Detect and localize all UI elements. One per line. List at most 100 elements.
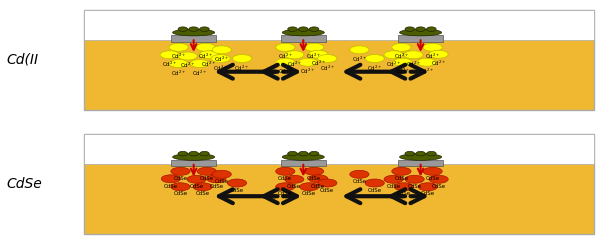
Text: Cd$^{2+}$: Cd$^{2+}$ (214, 55, 229, 64)
Text: Cd$^{2+}$: Cd$^{2+}$ (162, 60, 178, 69)
Circle shape (171, 183, 190, 191)
Ellipse shape (173, 29, 215, 36)
Ellipse shape (310, 151, 319, 156)
Bar (281, 160, 326, 166)
Circle shape (392, 167, 411, 175)
Text: Cd$^{2+}$: Cd$^{2+}$ (307, 52, 322, 61)
Bar (84, 134, 594, 234)
Text: Cd$^{2+}$: Cd$^{2+}$ (198, 52, 214, 61)
Text: CdSe: CdSe (173, 176, 188, 181)
Text: Cd$^{2+}$: Cd$^{2+}$ (395, 67, 410, 76)
Text: CdSe: CdSe (215, 179, 229, 184)
Ellipse shape (288, 151, 298, 156)
Circle shape (417, 58, 436, 66)
Ellipse shape (282, 154, 325, 160)
Text: Cd$^{2+}$: Cd$^{2+}$ (311, 59, 326, 68)
Ellipse shape (299, 27, 308, 31)
Circle shape (365, 179, 385, 187)
Text: Cd$^{2+}$: Cd$^{2+}$ (425, 52, 440, 61)
Text: CdSe: CdSe (421, 191, 435, 196)
Bar (281, 35, 326, 42)
Circle shape (169, 43, 188, 51)
Text: CdSe: CdSe (425, 176, 440, 181)
Circle shape (365, 55, 385, 62)
Circle shape (309, 50, 328, 58)
Circle shape (429, 175, 448, 183)
Bar (171, 35, 216, 42)
Text: Cd$^{2+}$: Cd$^{2+}$ (431, 59, 446, 68)
Circle shape (207, 175, 226, 183)
Ellipse shape (288, 27, 298, 31)
Circle shape (384, 175, 403, 183)
Text: CdSe: CdSe (320, 188, 334, 193)
Text: CdSe: CdSe (200, 176, 214, 181)
Ellipse shape (178, 27, 188, 31)
Circle shape (300, 183, 319, 191)
Text: Cd$^{2+}$: Cd$^{2+}$ (367, 63, 382, 72)
Circle shape (404, 51, 423, 59)
Text: Cd$^{2+}$: Cd$^{2+}$ (394, 52, 409, 61)
Text: CdSe: CdSe (311, 184, 325, 188)
Text: Cd$^{2+}$: Cd$^{2+}$ (352, 55, 367, 64)
Circle shape (276, 183, 295, 191)
Bar (84, 10, 594, 40)
Text: Cd$^{2+}$: Cd$^{2+}$ (192, 68, 208, 77)
Bar (398, 35, 443, 42)
Circle shape (187, 175, 206, 183)
Text: Cd$^{2+}$: Cd$^{2+}$ (213, 63, 229, 72)
Ellipse shape (427, 151, 436, 156)
Ellipse shape (405, 27, 415, 31)
Ellipse shape (416, 27, 425, 31)
Bar (398, 160, 443, 166)
Text: CdSe: CdSe (397, 191, 411, 196)
Text: Cd$^{2+}$: Cd$^{2+}$ (235, 63, 250, 72)
Circle shape (233, 55, 252, 62)
Circle shape (305, 43, 324, 51)
Text: CdSe: CdSe (230, 188, 244, 193)
Circle shape (276, 58, 295, 66)
Text: CdSe: CdSe (394, 176, 409, 181)
Circle shape (211, 55, 230, 62)
Ellipse shape (173, 154, 215, 160)
Text: Cd$^{2+}$: Cd$^{2+}$ (171, 52, 187, 61)
Text: Cd(II: Cd(II (6, 53, 38, 67)
Text: CdSe: CdSe (209, 184, 224, 188)
Circle shape (350, 170, 369, 178)
Circle shape (350, 46, 369, 54)
Circle shape (276, 43, 295, 51)
Text: CdSe: CdSe (287, 184, 301, 189)
Text: Cd$^{2+}$: Cd$^{2+}$ (180, 61, 196, 70)
Ellipse shape (189, 27, 199, 31)
Text: Cd$^{2+}$: Cd$^{2+}$ (201, 60, 217, 69)
Text: CdSe: CdSe (6, 177, 42, 191)
Circle shape (193, 183, 212, 191)
Text: CdSe: CdSe (368, 188, 382, 193)
Circle shape (285, 175, 304, 183)
Ellipse shape (310, 27, 319, 31)
Ellipse shape (405, 151, 415, 156)
Circle shape (299, 58, 318, 66)
Circle shape (190, 60, 209, 67)
Circle shape (309, 175, 328, 183)
Text: Cd$^{2+}$: Cd$^{2+}$ (320, 63, 335, 72)
Ellipse shape (282, 29, 325, 36)
Circle shape (405, 175, 424, 183)
Text: Cd$^{2+}$: Cd$^{2+}$ (278, 52, 293, 61)
Circle shape (161, 175, 181, 183)
Circle shape (423, 167, 442, 175)
Circle shape (171, 167, 190, 175)
Circle shape (384, 51, 403, 59)
Circle shape (318, 179, 337, 187)
Text: CdSe: CdSe (278, 191, 292, 196)
Text: Cd$^{2+}$: Cd$^{2+}$ (287, 60, 302, 69)
Circle shape (196, 43, 215, 51)
Text: Cd$^{2+}$: Cd$^{2+}$ (278, 67, 293, 76)
Circle shape (285, 51, 304, 59)
Ellipse shape (400, 154, 442, 160)
Text: CdSe: CdSe (307, 176, 321, 181)
Text: CdSe: CdSe (302, 191, 316, 196)
Circle shape (227, 179, 247, 187)
Ellipse shape (200, 151, 209, 156)
Circle shape (318, 55, 337, 62)
Ellipse shape (427, 27, 436, 31)
